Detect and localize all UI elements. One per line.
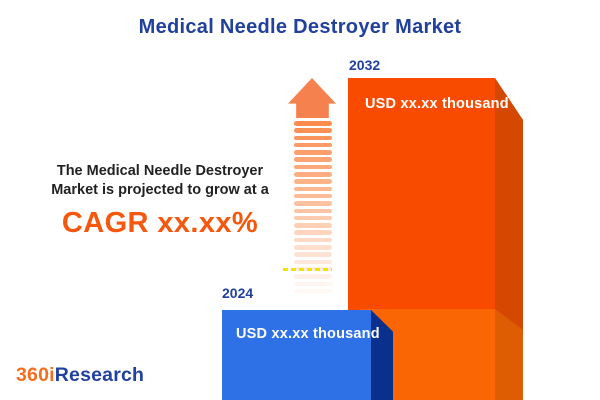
bar-label-2032: 2032: [349, 57, 381, 73]
cagr-text: CAGR xx.xx%: [61, 207, 259, 239]
bar-label-2024: 2024: [222, 285, 254, 301]
logo-360i: 360i: [16, 364, 55, 386]
bar-value-2024: USD xx.xx thousand: [236, 326, 380, 342]
bar-value-2032: USD xx.xx thousand: [365, 96, 509, 112]
bar-2024-front: [222, 310, 371, 400]
annotation-line-1: The Medical Needle Destroyer: [56, 163, 264, 179]
arrow-up-icon: [288, 78, 336, 118]
logo-research: Research: [54, 364, 145, 386]
annotation-line-2: Market is projected to grow at a: [51, 182, 269, 198]
page-title: Medical Needle Destroyer Market: [138, 16, 462, 38]
yellow-dashed-line: [283, 268, 332, 271]
bar-2024-side: [371, 310, 393, 400]
growth-annotation: The Medical Needle Destroyer Market is p…: [30, 162, 290, 240]
brand-logo: 360iResearch: [16, 364, 144, 387]
